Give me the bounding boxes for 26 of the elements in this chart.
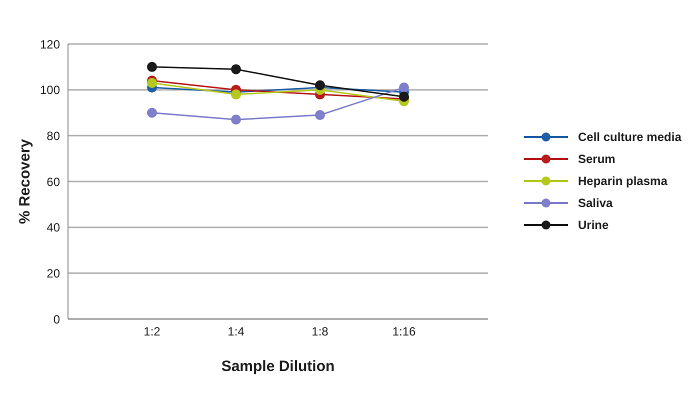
y-tick-label: 120 [40,37,60,52]
legend-label: Cell culture media [578,130,682,144]
x-tick-label: 1:2 [144,324,161,339]
y-tick-label: 80 [46,128,60,143]
y-tick-label: 0 [53,312,60,326]
legend-label: Heparin plasma [578,174,668,188]
y-axis-title: % Recovery [16,138,34,224]
x-tick-label: 1:16 [392,324,416,339]
x-tick-label: 1:4 [228,324,245,339]
point [231,114,241,125]
x-axis-title: Sample Dilution [221,358,335,375]
y-tick-label: 20 [46,266,60,280]
legend-label: Serum [578,152,616,166]
point [147,62,157,72]
legend-label: Urine [578,218,609,232]
y-tick-label: 100 [40,83,60,98]
y-tick-label: 60 [46,174,60,189]
y-tick-label: 40 [46,220,60,235]
point [399,92,409,102]
point [399,82,409,93]
point [315,80,325,90]
point [147,108,157,118]
legend-label: Saliva [578,196,613,210]
x-tick-label: 1:8 [312,324,329,339]
point [231,64,241,74]
point [315,110,325,120]
